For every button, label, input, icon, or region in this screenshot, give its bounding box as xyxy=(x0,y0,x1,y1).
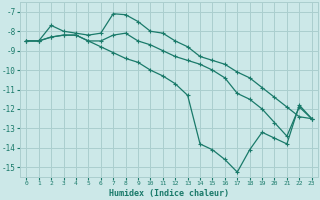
X-axis label: Humidex (Indice chaleur): Humidex (Indice chaleur) xyxy=(109,189,229,198)
